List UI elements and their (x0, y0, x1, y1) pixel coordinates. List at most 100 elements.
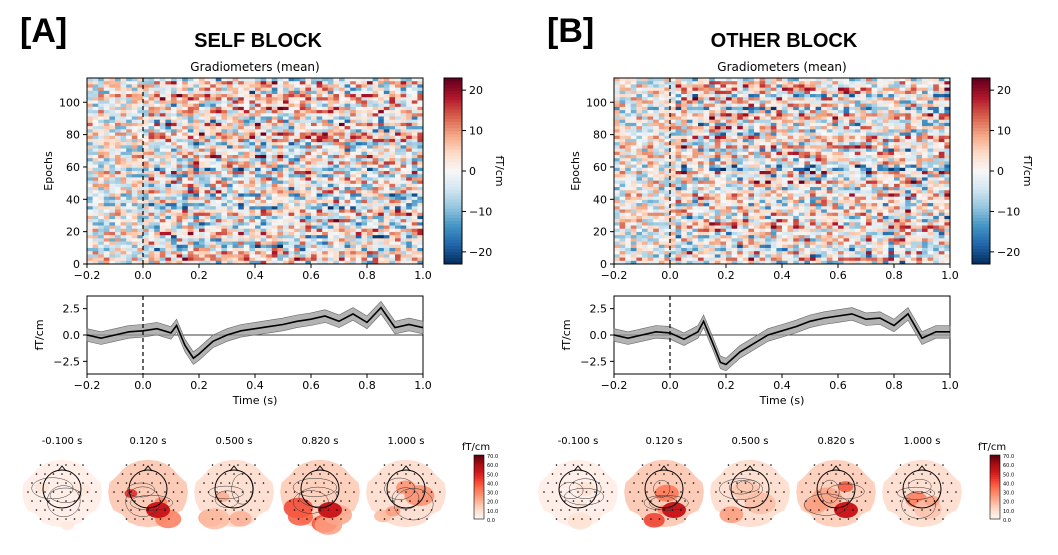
sensor-dot (48, 500, 50, 502)
x-axis-label: Time (s) (232, 394, 278, 407)
sensor-dot (658, 464, 661, 466)
x-tick-label: 0.4 (773, 269, 791, 282)
sensor-dot (680, 473, 682, 475)
sensor-dot (925, 482, 927, 484)
sensor-dot (392, 464, 394, 466)
sensor-dot (606, 500, 609, 502)
sensor-dot (142, 464, 145, 466)
sensor-dot (658, 500, 661, 502)
topomap-colorbar-frame (989, 454, 1001, 520)
sensor-dot (203, 500, 205, 502)
sensor-dot (783, 491, 785, 493)
topomap-colorbar-tick-label: 60.0 (487, 463, 498, 469)
sensor-dot (770, 500, 772, 502)
sensor-dot (843, 509, 846, 511)
sensor-dot (856, 500, 858, 502)
sensor-dot (692, 500, 695, 502)
colorbar-tick-label: −20 (997, 246, 1020, 259)
x-tick-label: 1.0 (941, 269, 959, 282)
sensor-dot (159, 518, 162, 520)
sensor-dot (766, 491, 768, 493)
sensor-dot (761, 482, 764, 484)
topomap-contour (728, 480, 754, 495)
sensor-dot (650, 482, 652, 484)
sensor-dot (818, 491, 820, 493)
sensor-dot (899, 464, 902, 466)
sensor-dot (82, 464, 84, 466)
topomap-hotspot (287, 508, 313, 526)
sensor-dot (69, 509, 72, 511)
sensor-dot (555, 464, 558, 466)
sensor-dot (258, 473, 261, 475)
sensor-dot (684, 482, 686, 484)
sensor-dot (744, 464, 747, 466)
sensor-dot (86, 509, 89, 511)
sensor-dot (564, 500, 566, 502)
sensor-dot (680, 509, 682, 511)
sensor-dot (671, 509, 674, 511)
sensor-dot (942, 518, 944, 520)
topomap-contour (568, 478, 602, 499)
sensor-dot (839, 518, 841, 520)
sensor-dot (864, 482, 867, 484)
topomap-hotspot (61, 521, 75, 531)
topomap-contour (49, 487, 82, 503)
sensor-dot (904, 491, 906, 493)
sensor-dot (611, 491, 613, 493)
sensor-dot (310, 473, 313, 475)
sensor-dot (887, 491, 889, 493)
topomap-colorbar-label: fT/cm (462, 442, 490, 453)
sensor-dot (233, 509, 235, 511)
epochs-image-1 (614, 78, 951, 265)
sensor-dot (44, 473, 46, 475)
sensor-dot (839, 464, 841, 466)
sensor-dot (555, 482, 558, 484)
sensor-dot (73, 464, 76, 466)
sensor-dot (400, 482, 403, 484)
sensor-dot (891, 500, 893, 502)
sensor-dot (78, 473, 80, 475)
evoked-mean-line (613, 312, 950, 366)
y-tick-label: 2.5 (590, 303, 608, 316)
sensor-dot (895, 473, 898, 475)
sensor-dot (430, 509, 433, 511)
sensor-dot (667, 500, 669, 502)
sensor-dot (899, 518, 902, 520)
topomap-colorbar-tick-label: 0.0 (487, 518, 495, 524)
y-tick-label: 60 (66, 161, 80, 174)
sensor-dot (860, 473, 863, 475)
sensor-dot (224, 473, 227, 475)
sensor-dot (207, 509, 210, 511)
colorbar-tick-label: 0 (997, 165, 1004, 178)
y-tick-label: 100 (586, 96, 607, 109)
sensor-dot (388, 473, 390, 475)
sensor-dot (826, 491, 829, 493)
x-tick-label: 1.0 (941, 379, 959, 392)
sensor-dot (675, 500, 678, 502)
y-tick-label: −2.5 (53, 355, 80, 368)
sensor-dot (319, 473, 321, 475)
topomap-hotspot (654, 484, 679, 502)
sensor-dot (211, 482, 214, 484)
y-tick-label: 20 (66, 226, 80, 239)
sensor-dot (646, 491, 648, 493)
sensor-dot (172, 509, 175, 511)
sensor-dot (585, 509, 588, 511)
sensor-dot (336, 509, 338, 511)
y-tick-label: 0.0 (590, 329, 608, 342)
sensor-dot (86, 473, 89, 475)
sensor-dot (130, 509, 132, 511)
topomap-contour (653, 479, 671, 498)
colorbar-tick-label: 20 (997, 84, 1011, 97)
sensor-dot (168, 482, 170, 484)
x-tick-label: 0.2 (190, 269, 208, 282)
sensor-dot (417, 500, 420, 502)
sensor-dot (830, 464, 833, 466)
sensor-dot (228, 500, 231, 502)
sensor-dot (310, 491, 313, 493)
sensor-dot (774, 473, 777, 475)
sensor-dot (753, 482, 755, 484)
x-tick-label: 0.0 (661, 379, 679, 392)
sensor-dot (344, 491, 347, 493)
sensor-dot (168, 464, 170, 466)
